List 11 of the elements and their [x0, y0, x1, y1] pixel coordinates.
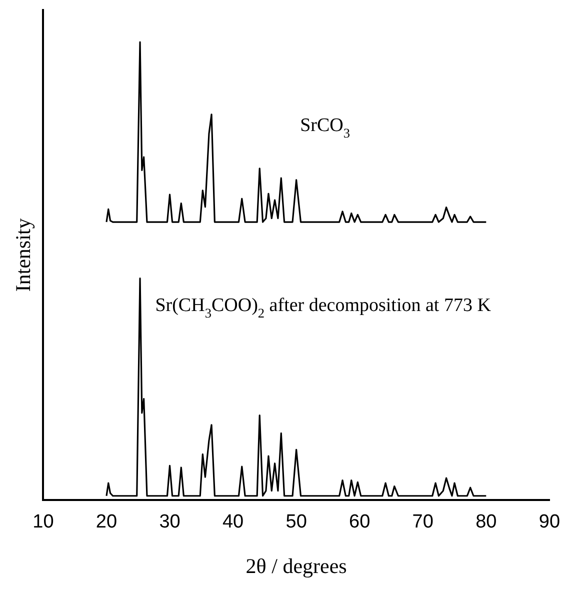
- x-tick-label: 20: [96, 512, 118, 533]
- x-tick-label: 70: [412, 512, 434, 533]
- x-tick-label: 50: [286, 512, 307, 533]
- x-tick-label: 10: [32, 512, 54, 533]
- x-tick-label: 40: [222, 512, 244, 533]
- x-tick-label: 80: [476, 512, 497, 533]
- x-tick-label: 60: [349, 512, 370, 533]
- x-axis-title: 2θ / degrees: [246, 554, 347, 578]
- x-tick-label: 90: [538, 512, 560, 533]
- x-tick-label: 30: [159, 512, 180, 533]
- y-axis-title: Intensity: [11, 218, 36, 292]
